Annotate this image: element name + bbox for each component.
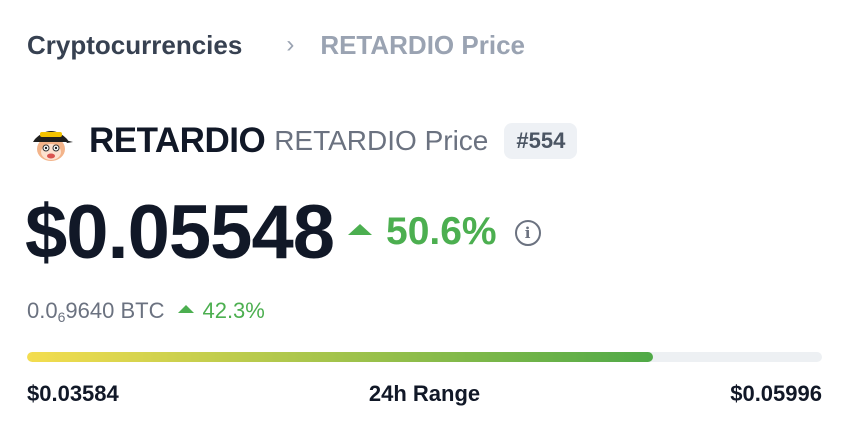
range-bar-fill — [27, 352, 654, 362]
price-change-value: 50.6% — [386, 210, 497, 253]
price-usd: $0.05548 — [25, 189, 335, 275]
range-high: $0.05996 — [730, 381, 822, 406]
range-bar — [27, 352, 822, 362]
price-change: 50.6% — [348, 210, 497, 254]
price-row: $0.05548 50.6% i — [25, 190, 541, 275]
btc-change-value: 42.3% — [202, 298, 265, 323]
caret-up-icon — [178, 305, 195, 313]
coin-subtitle: RETARDIO Price — [274, 125, 489, 156]
btc-zero-count: 6 — [57, 308, 66, 325]
rank-badge: #554 — [504, 123, 578, 159]
btc-price-row: 0.069640 BTC 42.3% — [27, 296, 265, 326]
btc-unit: BTC — [120, 297, 165, 323]
breadcrumb-current: RETARDIO Price — [320, 29, 525, 60]
retardio-logo-icon — [33, 131, 73, 161]
btc-price-prefix: 0.0 — [27, 297, 58, 323]
range-labels: $0.03584 24h Range $0.05996 — [27, 381, 822, 407]
range-label: 24h Range — [368, 381, 481, 406]
range-low: $0.03584 — [27, 381, 119, 406]
btc-change: 42.3% — [178, 298, 265, 324]
info-icon[interactable]: i — [514, 220, 541, 246]
coin-header: RETARDIO RETARDIO Price #554 — [27, 119, 578, 163]
chevron-right-icon: › — [286, 31, 295, 58]
btc-price: 0.069640 BTC — [27, 298, 164, 325]
breadcrumb: Cryptocurrencies › RETARDIO Price — [27, 28, 525, 62]
coin-name: RETARDIO — [89, 121, 266, 160]
breadcrumb-cryptocurrencies-link[interactable]: Cryptocurrencies — [27, 29, 243, 60]
caret-up-icon — [348, 223, 372, 235]
btc-price-digits: 9640 — [65, 297, 115, 323]
